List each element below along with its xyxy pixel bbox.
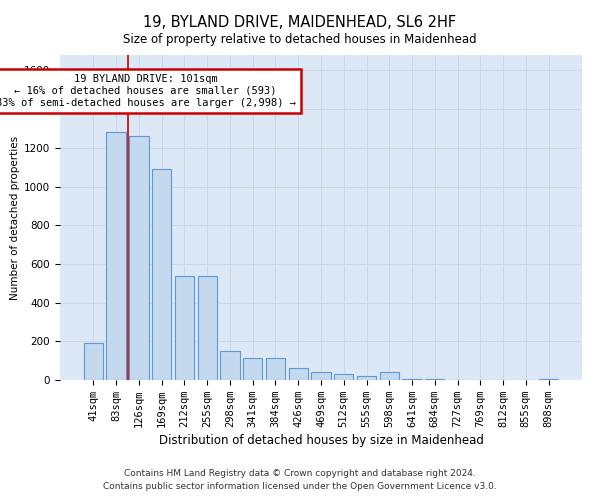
Bar (403, 379, 422, 380)
Bar (289, 368, 308, 380)
Bar (311, 372, 331, 380)
Bar (175, 276, 194, 380)
Bar (243, 358, 262, 380)
Text: Contains HM Land Registry data © Crown copyright and database right 2024.
Contai: Contains HM Land Registry data © Crown c… (103, 469, 497, 491)
Text: Size of property relative to detached houses in Maidenhead: Size of property relative to detached ho… (123, 32, 477, 46)
Y-axis label: Number of detached properties: Number of detached properties (10, 136, 20, 300)
Bar (129, 136, 149, 380)
Bar (152, 169, 172, 380)
Bar (84, 343, 103, 380)
Bar (197, 276, 217, 380)
Bar (266, 358, 285, 380)
Bar (539, 379, 558, 380)
Bar (220, 351, 239, 380)
Bar (380, 372, 399, 380)
Text: 19 BYLAND DRIVE: 101sqm
← 16% of detached houses are smaller (593)
83% of semi-d: 19 BYLAND DRIVE: 101sqm ← 16% of detache… (0, 74, 296, 108)
Bar (334, 374, 353, 380)
Bar (106, 132, 126, 380)
Text: 19, BYLAND DRIVE, MAIDENHEAD, SL6 2HF: 19, BYLAND DRIVE, MAIDENHEAD, SL6 2HF (143, 15, 457, 30)
X-axis label: Distribution of detached houses by size in Maidenhead: Distribution of detached houses by size … (158, 434, 484, 447)
Bar (357, 376, 376, 380)
